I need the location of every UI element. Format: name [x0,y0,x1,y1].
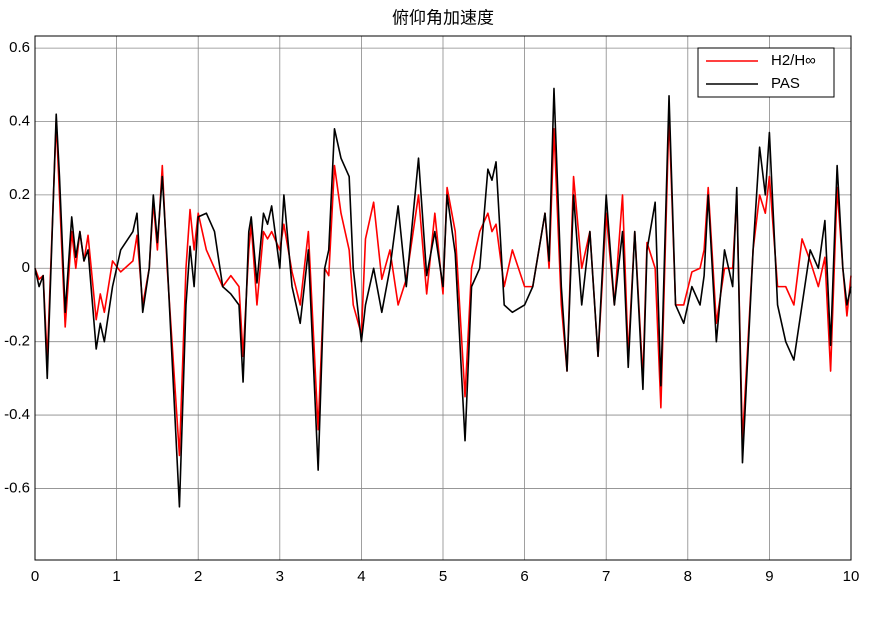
y-tick-label: 0.6 [9,39,30,56]
x-tick-label: 10 [843,568,860,585]
x-tick-label: 8 [684,568,692,585]
data-line [34,87,852,508]
x-tick-label: 4 [357,568,365,585]
legend-label: H2/H∞ [771,52,816,69]
x-tick-label: 5 [439,568,447,585]
x-tick-label: 0 [31,568,39,585]
x-tick-label: 9 [765,568,773,585]
y-tick-label: 0.4 [9,112,30,129]
y-tick-label: 0 [22,259,30,276]
x-tick-label: 3 [276,568,284,585]
legend-label: PAS [771,75,800,92]
y-tick-label: -0.2 [4,333,30,350]
chart-title: 俯仰角加速度 [392,8,494,27]
x-tick-label: 7 [602,568,610,585]
y-tick-label: -0.6 [4,479,30,496]
legend [697,47,835,98]
x-tick-label: 6 [520,568,528,585]
plot-border [34,35,852,561]
x-tick-label: 1 [112,568,120,585]
x-tick-label: 2 [194,568,202,585]
y-tick-label: 0.2 [9,186,30,203]
y-tick-label: -0.4 [4,406,30,423]
